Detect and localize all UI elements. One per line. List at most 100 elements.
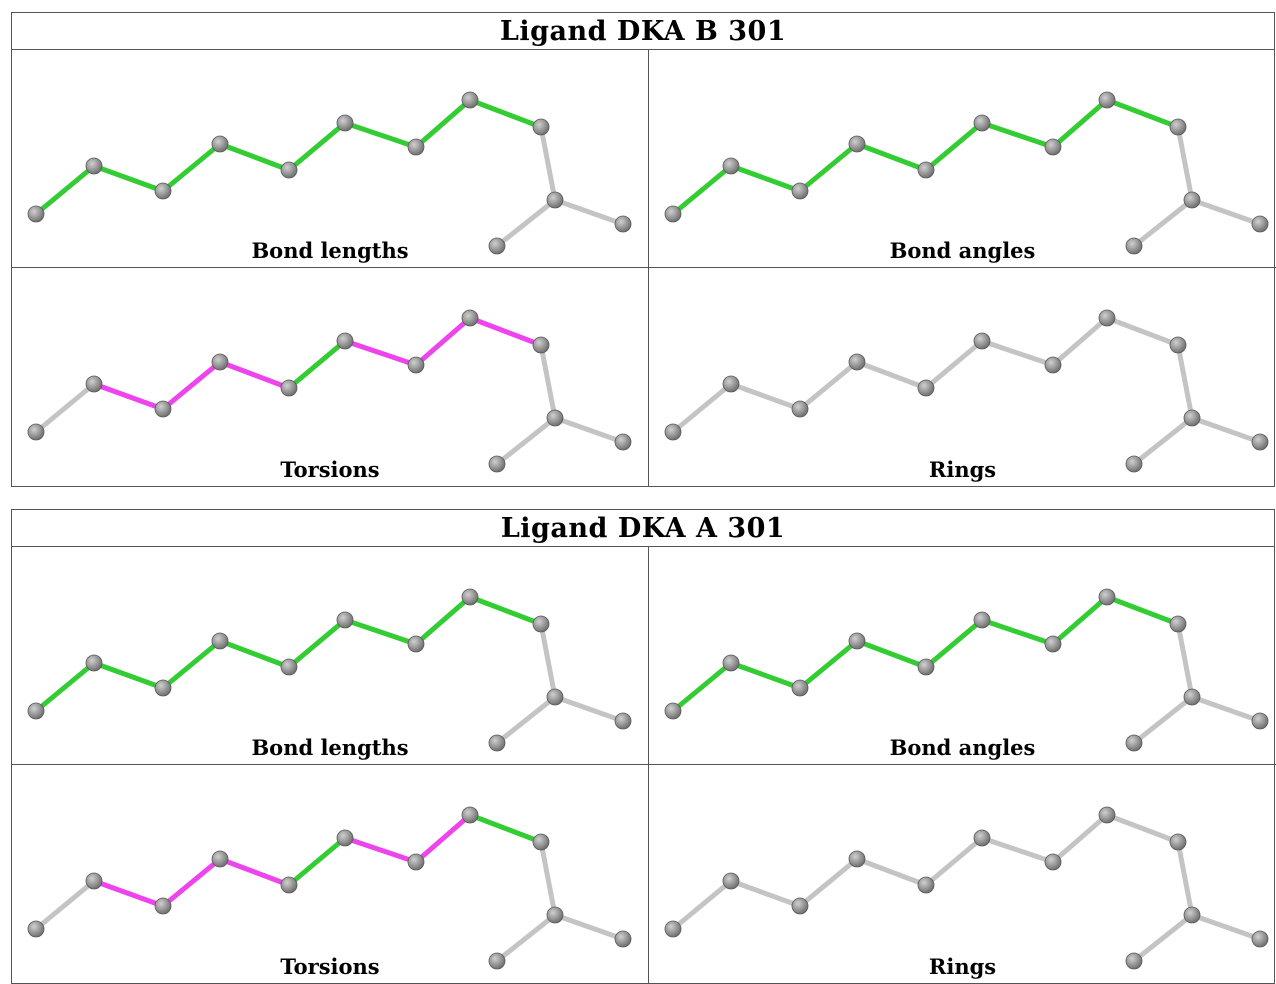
bond-6 <box>1050 594 1110 647</box>
atom-5 <box>336 829 354 847</box>
atom-9 <box>1183 409 1201 427</box>
panel-grid: Bond lengths Bond angles Torsions Rings <box>12 50 1276 486</box>
atom-9 <box>546 906 564 924</box>
atom-4 <box>917 658 935 676</box>
atom-4 <box>280 876 298 894</box>
bond-3 <box>217 638 292 670</box>
bond-10 <box>1189 197 1263 227</box>
atom-4 <box>917 876 935 894</box>
atom-6 <box>1044 356 1062 374</box>
torsions-panel: Torsions <box>12 268 649 486</box>
panel-caption: Bond angles <box>889 238 1036 263</box>
atom-2 <box>791 400 809 418</box>
bond-2 <box>160 638 223 691</box>
atom-4 <box>917 379 935 397</box>
atom-6 <box>1044 853 1062 871</box>
bond-8 <box>538 124 558 203</box>
atom-0 <box>27 423 45 441</box>
bond-10 <box>552 694 626 724</box>
bond-0 <box>670 381 734 435</box>
atom-7 <box>461 588 479 606</box>
bond-7 <box>1104 97 1181 130</box>
atom-4 <box>280 658 298 676</box>
bond-5 <box>979 338 1056 368</box>
bond-angles-panel: Bond angles <box>649 547 1276 765</box>
bond-0 <box>670 878 734 932</box>
atom-8 <box>532 615 550 633</box>
atom-10 <box>1125 455 1143 473</box>
atom-3 <box>211 353 229 371</box>
atom-5 <box>973 611 991 629</box>
panel-caption: Torsions <box>280 457 380 482</box>
atom-3 <box>848 850 866 868</box>
bond-2 <box>160 359 223 412</box>
bond-4 <box>286 835 348 888</box>
bond-9 <box>494 912 558 964</box>
rings-panel: Rings <box>649 268 1276 486</box>
bond-10 <box>1189 415 1263 445</box>
atom-9 <box>546 688 564 706</box>
bond-3 <box>854 141 929 173</box>
atom-7 <box>461 806 479 824</box>
atom-2 <box>154 897 172 915</box>
bond-6 <box>413 97 473 150</box>
atom-7 <box>461 91 479 109</box>
bond-7 <box>1104 315 1181 348</box>
panel-caption: Rings <box>928 954 997 979</box>
bond-9 <box>1131 415 1195 467</box>
atom-9 <box>1183 906 1201 924</box>
atom-10 <box>488 455 506 473</box>
bond-1 <box>728 381 803 412</box>
bond-8 <box>1175 839 1195 918</box>
bond-9 <box>1131 197 1195 249</box>
bond-0 <box>33 381 97 435</box>
bond-1 <box>728 878 803 909</box>
atom-9 <box>1183 688 1201 706</box>
atom-11 <box>1251 930 1269 948</box>
bond-3 <box>854 359 929 391</box>
bond-5 <box>342 338 419 368</box>
atom-1 <box>85 872 103 890</box>
atom-6 <box>407 635 425 653</box>
bond-2 <box>797 141 860 194</box>
atom-8 <box>1169 336 1187 354</box>
bond-4 <box>923 617 985 670</box>
atom-3 <box>211 850 229 868</box>
atom-10 <box>488 237 506 255</box>
atom-10 <box>1125 952 1143 970</box>
bond-4 <box>286 120 348 173</box>
bond-8 <box>1175 621 1195 700</box>
atom-7 <box>1098 806 1116 824</box>
atom-8 <box>1169 833 1187 851</box>
atom-1 <box>722 872 740 890</box>
bond-4 <box>923 338 985 391</box>
bond-lengths-panel: Bond lengths <box>12 50 649 268</box>
bond-angles-panel: Bond angles <box>649 50 1276 268</box>
bond-3 <box>854 638 929 670</box>
atom-6 <box>1044 635 1062 653</box>
bond-1 <box>728 163 803 194</box>
molecule-diagram <box>664 588 1269 752</box>
atom-5 <box>973 114 991 132</box>
atom-11 <box>614 712 632 730</box>
atom-2 <box>154 679 172 697</box>
atom-3 <box>848 135 866 153</box>
atom-5 <box>336 611 354 629</box>
atom-4 <box>280 379 298 397</box>
bond-0 <box>33 660 97 714</box>
atom-3 <box>211 632 229 650</box>
bond-7 <box>467 97 544 130</box>
atom-1 <box>85 654 103 672</box>
bond-10 <box>552 197 626 227</box>
molecule-diagram <box>27 309 632 473</box>
atom-11 <box>614 215 632 233</box>
atom-7 <box>1098 91 1116 109</box>
bond-7 <box>1104 594 1181 627</box>
molecule-diagram <box>664 309 1269 473</box>
atom-5 <box>973 829 991 847</box>
bond-1 <box>728 660 803 691</box>
atom-2 <box>791 182 809 200</box>
bond-2 <box>797 638 860 691</box>
bond-1 <box>91 878 166 909</box>
ligand-table-1: Ligand DKA B 301 Bond lengths Bond angle… <box>11 12 1276 487</box>
